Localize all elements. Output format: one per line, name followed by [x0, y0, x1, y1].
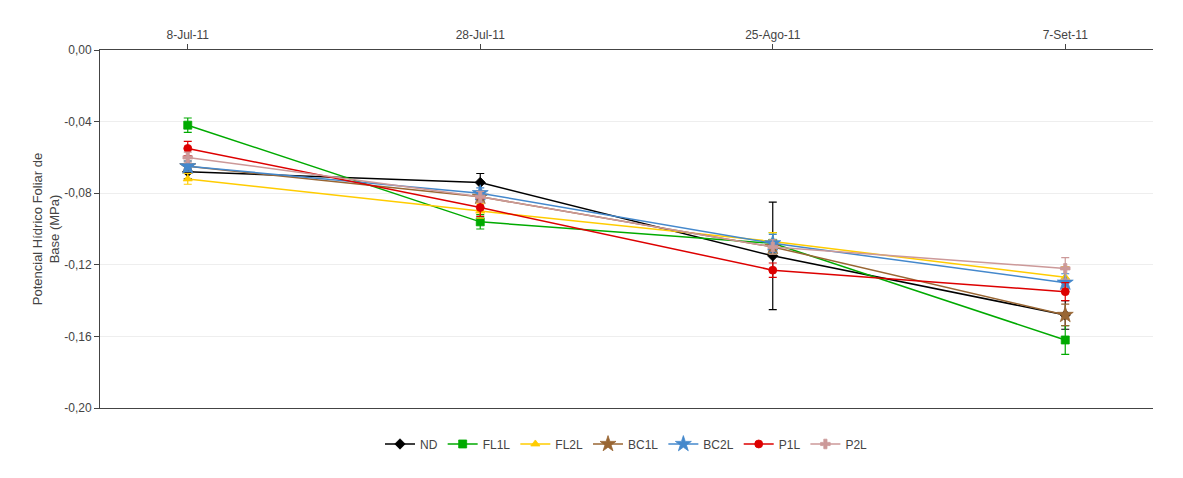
svg-text:P2L: P2L — [845, 438, 867, 452]
svg-text:25-Ago-11: 25-Ago-11 — [745, 28, 800, 42]
svg-text:BC2L: BC2L — [703, 438, 733, 452]
svg-text:8-Jul-11: 8-Jul-11 — [167, 28, 210, 42]
svg-text:BC1L: BC1L — [628, 438, 658, 452]
svg-text:7-Set-11: 7-Set-11 — [1043, 28, 1088, 42]
svg-text:FL1L: FL1L — [483, 438, 511, 452]
svg-text:-0,08: -0,08 — [64, 186, 92, 200]
svg-text:0,00: 0,00 — [68, 43, 92, 57]
svg-text:-0,16: -0,16 — [64, 330, 92, 344]
svg-text:P1L: P1L — [779, 438, 801, 452]
svg-text:-0,12: -0,12 — [64, 258, 92, 272]
svg-text:-0,20: -0,20 — [64, 401, 92, 415]
svg-text:28-Jul-11: 28-Jul-11 — [456, 28, 505, 42]
svg-text:-0,04: -0,04 — [64, 115, 92, 129]
svg-text:Potencial Hídrico Foliar deBas: Potencial Hídrico Foliar deBase (MPa) — [30, 153, 62, 305]
svg-text:FL2L: FL2L — [555, 438, 583, 452]
svg-text:ND: ND — [420, 438, 438, 452]
